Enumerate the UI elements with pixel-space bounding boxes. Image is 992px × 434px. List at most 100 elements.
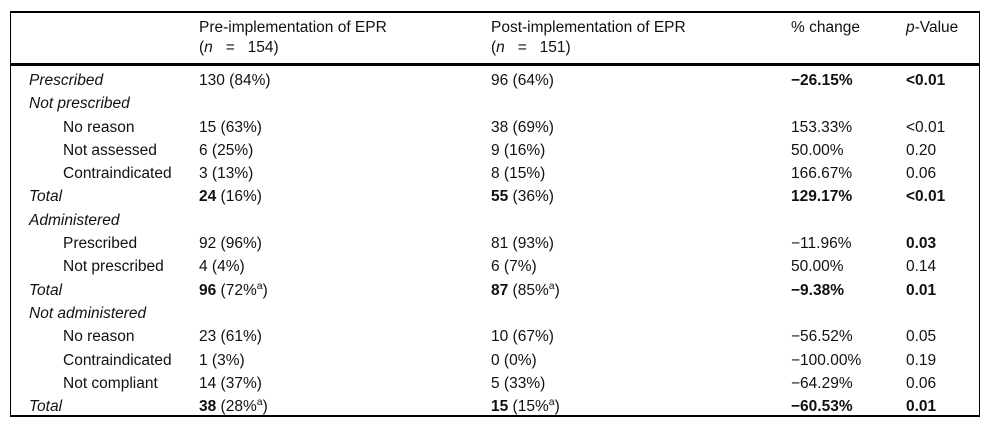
p-value-cell: 0.14 <box>906 258 937 276</box>
percent-change-cell: −60.53% <box>791 398 853 416</box>
table-body: Prescribed 130 (84%) 96 (64%) −26.15% <0… <box>11 66 979 418</box>
comparison-table: Pre-implementation of EPR (n = 154) Post… <box>10 11 980 417</box>
pre-value-cell: 38 (28%a) <box>199 395 491 418</box>
post-count-text: 9 (16%) <box>491 141 546 159</box>
pre-value-cell: 92 (96%) <box>199 232 491 255</box>
pre-n-symbol: n <box>204 38 213 56</box>
percent-change-cell: 50.00% <box>791 141 844 159</box>
pre-count-text: 6 (25%) <box>199 141 254 159</box>
row-label: Total <box>29 281 63 299</box>
post-count-text: (36%) <box>508 188 554 206</box>
p-value-cell: 0.01 <box>906 281 937 299</box>
percent-change-cell: −11.96% <box>791 235 852 253</box>
post-n-open: ( <box>491 38 497 56</box>
percent-change-cell: −100.00% <box>791 351 862 369</box>
post-n-rest: = 151) <box>504 38 571 56</box>
post-value-cell: 8 (15%) <box>491 162 791 185</box>
post-count-text: 8 (15%) <box>491 165 546 183</box>
pre-count-text: (16%) <box>216 188 262 206</box>
pre-count-text: (28% <box>216 398 257 416</box>
post-count-text: 5 (33%) <box>491 374 546 392</box>
table-row: Total 24 (16%) 55 (36%) 129.17% <0.01 <box>11 185 979 208</box>
table-row: Contraindicated 1 (3%) 0 (0%) −100.00% 0… <box>11 349 979 372</box>
table-row: Not prescribed <box>11 92 979 115</box>
post-value-cell: 0 (0%) <box>491 349 791 372</box>
percent-change-cell: 50.00% <box>791 258 844 276</box>
pre-count-text: 1 (3%) <box>199 351 245 369</box>
p-value-rest: -Value <box>914 19 959 36</box>
pre-count-text: 15 (63%) <box>199 118 262 136</box>
percent-change-cell: −56.52% <box>791 328 853 346</box>
post-value-cell: 38 (69%) <box>491 116 791 139</box>
post-close-paren: ) <box>554 281 560 299</box>
post-count-text: 38 (69%) <box>491 118 554 136</box>
pre-count-text: 3 (13%) <box>199 165 254 183</box>
pre-count-text: 130 (84%) <box>199 72 271 89</box>
pre-footnote-marker: a <box>256 279 263 292</box>
p-value-cell: 0.03 <box>906 235 937 253</box>
pre-count-text: 4 (4%) <box>199 258 245 276</box>
post-count-text: (85% <box>508 281 549 299</box>
row-label: Administered <box>29 211 120 229</box>
percent-change-cell: 129.17% <box>791 188 853 206</box>
pre-value-cell: 3 (13%) <box>199 162 491 185</box>
pre-count-text: 14 (37%) <box>199 374 262 392</box>
pre-value-cell: 15 (63%) <box>199 116 491 139</box>
header-post-col: Post-implementation of EPR (n = 151) <box>491 18 791 57</box>
post-value-cell: 15 (15%a) <box>491 395 791 418</box>
row-label: Prescribed <box>63 235 138 253</box>
row-label: No reason <box>63 118 135 136</box>
row-label: Not compliant <box>63 374 158 392</box>
pre-value-cell: 1 (3%) <box>199 349 491 372</box>
pre-n-rest: = 154) <box>212 38 279 56</box>
post-col-title: Post-implementation of EPR <box>491 19 686 36</box>
pre-value-cell: 130 (84%) <box>199 69 491 92</box>
post-value-cell: 87 (85%a) <box>491 279 791 302</box>
row-label: Total <box>29 398 63 416</box>
table-row: Not prescribed 4 (4%) 6 (7%) 50.00% 0.14 <box>11 255 979 278</box>
post-value-cell: 96 (64%) <box>491 69 791 92</box>
post-footnote-marker: a <box>548 279 555 292</box>
row-label: Prescribed <box>29 72 104 89</box>
pre-value-cell: 14 (37%) <box>199 372 491 395</box>
table-row: Not compliant 14 (37%) 5 (33%) −64.29% 0… <box>11 372 979 395</box>
table-row: No reason 23 (61%) 10 (67%) −56.52% 0.05 <box>11 325 979 348</box>
pre-count-bold: 24 <box>199 188 217 206</box>
row-label: Not prescribed <box>29 95 130 113</box>
percent-change-cell: −64.29% <box>791 374 853 392</box>
post-value-cell: 5 (33%) <box>491 372 791 395</box>
p-value-cell: 0.19 <box>906 351 937 369</box>
pre-close-paren: ) <box>262 281 268 299</box>
pre-footnote-marker: a <box>256 396 263 408</box>
post-n-symbol: n <box>496 38 505 56</box>
post-count-text: 6 (7%) <box>491 258 537 276</box>
post-count-text: 10 (67%) <box>491 328 554 346</box>
post-count-text: (15% <box>508 398 549 416</box>
post-value-cell: 81 (93%) <box>491 232 791 255</box>
row-label: Not prescribed <box>63 258 164 276</box>
percent-change-cell: −9.38% <box>791 281 845 299</box>
pre-value-cell: 6 (25%) <box>199 139 491 162</box>
post-count-text: 0 (0%) <box>491 351 537 369</box>
row-label: Contraindicated <box>63 165 172 183</box>
percent-change-cell: 153.33% <box>791 118 853 136</box>
pre-count-text: 92 (96%) <box>199 235 262 253</box>
pre-col-title: Pre-implementation of EPR <box>199 19 387 36</box>
table-row: Not assessed 6 (25%) 9 (16%) 50.00% 0.20 <box>11 139 979 162</box>
pre-col-n: (n = 154) <box>199 39 279 56</box>
row-label: Contraindicated <box>63 351 172 369</box>
table-row: Administered <box>11 209 979 232</box>
percent-change-cell: 166.67% <box>791 165 853 183</box>
pre-value-cell: 23 (61%) <box>199 325 491 348</box>
pre-count-text: (72% <box>216 281 257 299</box>
post-count-bold: 87 <box>491 281 509 299</box>
header-pvalue-col: p-Value <box>906 18 979 38</box>
pre-close-paren: ) <box>262 398 268 416</box>
p-value-cell: <0.01 <box>906 188 946 206</box>
post-count-bold: 55 <box>491 188 509 206</box>
p-value-cell: 0.20 <box>906 141 937 159</box>
post-count-text: 81 (93%) <box>491 235 554 253</box>
p-value-cell: 0.06 <box>906 165 937 183</box>
p-value-cell: 0.01 <box>906 398 937 416</box>
